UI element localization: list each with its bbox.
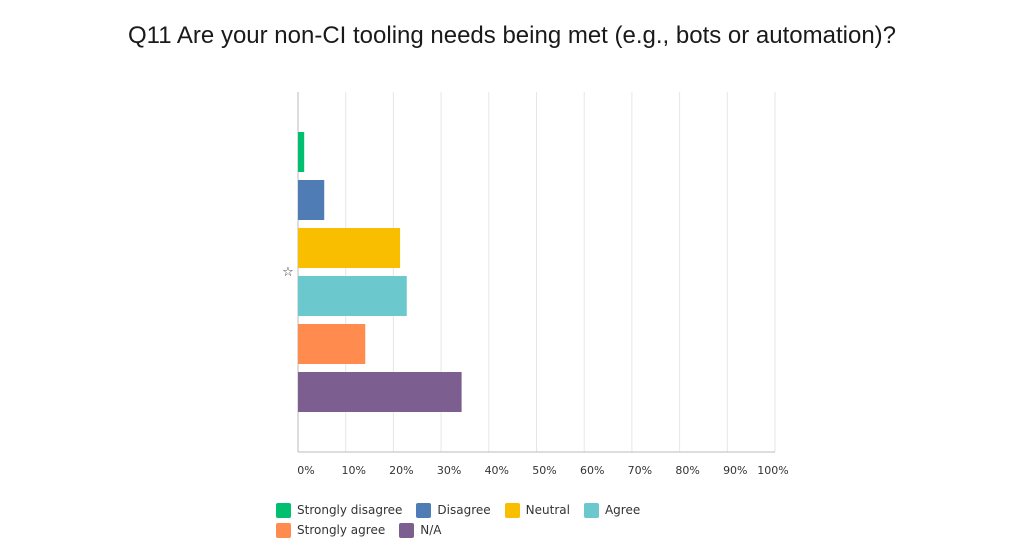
chart-title: Q11 Are your non-CI tooling needs being … — [128, 22, 896, 49]
legend-label: Agree — [604, 503, 641, 517]
legend-item-strongly-disagree[interactable]: Strongly disagree — [276, 502, 403, 518]
x-tick-label: 90% — [723, 464, 747, 477]
x-tick-label: 80% — [675, 464, 699, 477]
legend-label: Disagree — [437, 503, 491, 517]
legend-swatch — [399, 522, 415, 538]
legend-swatch — [416, 502, 432, 518]
legend-swatch — [276, 522, 291, 538]
x-tick-label: 100% — [757, 464, 788, 477]
legend-item-agree[interactable]: Agree — [583, 502, 641, 518]
legend-label: Neutral — [525, 503, 570, 517]
x-tick-label: 40% — [485, 464, 509, 477]
x-tick-label: 50% — [532, 464, 556, 477]
legend-row-1: Strongly disagree Disagree Neutral Agree — [276, 500, 756, 520]
x-tick-label: 30% — [437, 464, 461, 477]
bar — [298, 276, 407, 316]
legend-item-strongly-agree[interactable]: Strongly agree — [276, 522, 386, 538]
bar — [298, 324, 366, 364]
legend-label: Strongly disagree — [297, 503, 403, 517]
bar — [298, 228, 401, 268]
legend-label: N/A — [420, 523, 442, 537]
star-icon: ☆ — [282, 265, 294, 280]
x-tick-label: 10% — [341, 464, 365, 477]
legend-row-2: Strongly agree N/A — [276, 520, 756, 540]
legend-label: Strongly agree — [297, 523, 386, 537]
legend-item-disagree[interactable]: Disagree — [416, 502, 491, 518]
bar — [298, 132, 305, 172]
bar — [298, 180, 325, 220]
bar — [298, 372, 462, 412]
x-tick-label: 70% — [628, 464, 652, 477]
bar-chart: 0% 10% 20% 30% 40% 50% 60% 70% 80% 90% 100% ☆ — [282, 92, 789, 477]
x-tick-label: 20% — [389, 464, 413, 477]
chart-legend: Strongly disagree Disagree Neutral Agree… — [276, 500, 756, 540]
legend-swatch — [504, 502, 520, 518]
legend-swatch — [583, 502, 599, 518]
legend-swatch — [276, 502, 291, 518]
x-tick-label: 0% — [297, 464, 314, 477]
legend-item-na[interactable]: N/A — [399, 522, 442, 538]
x-tick-label: 60% — [580, 464, 604, 477]
legend-item-neutral[interactable]: Neutral — [504, 502, 570, 518]
